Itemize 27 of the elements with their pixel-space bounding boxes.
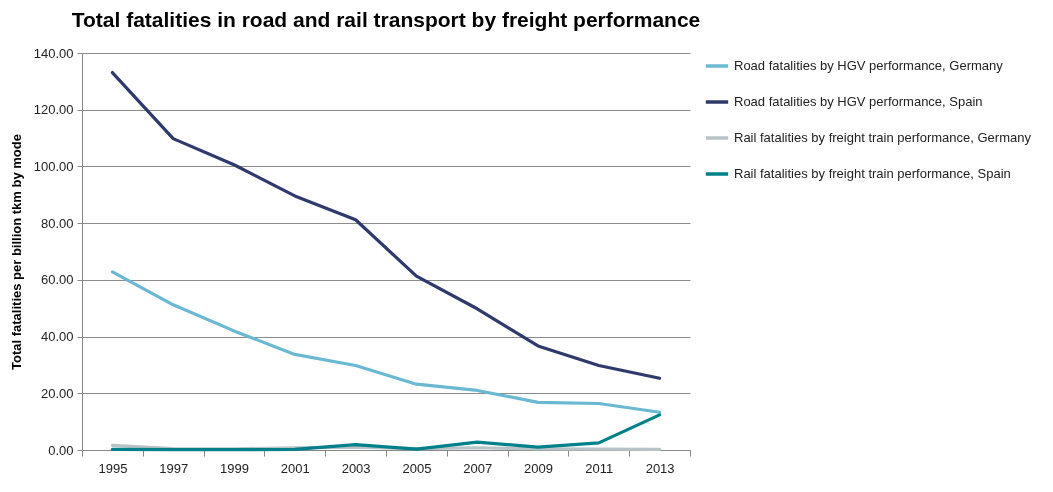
legend-label: Rail fatalities by freight train performance, Spain (734, 166, 1011, 181)
x-tick-label: 1999 (220, 460, 249, 476)
y-tick-label: 0.00 (48, 442, 74, 458)
line-series (110, 70, 662, 380)
x-tick-label: 2011 (585, 460, 614, 476)
y-tick-label: 40.00 (40, 329, 74, 345)
chart-title: Total fatalities in road and rail transport by freight performance (71, 8, 701, 31)
x-tick-label: 2013 (645, 460, 675, 476)
y-axis-title: Total fatalities per billion tkm by mode (8, 134, 24, 370)
y-tick-label: 140.00 (33, 45, 74, 61)
y-tick-label: 80.00 (40, 215, 74, 231)
line-series (110, 413, 662, 452)
y-tick-label: 20.00 (40, 385, 74, 401)
legend-label: Road fatalities by HGV performance, Spain (734, 94, 983, 109)
x-tick-label: 1995 (98, 460, 128, 476)
line-series (110, 270, 662, 414)
x-tick-label: 2001 (280, 460, 310, 476)
legend-label: Road fatalities by HGV performance, Germany (734, 58, 1004, 73)
x-tick-label: 1997 (159, 460, 189, 476)
y-tick-label: 120.00 (33, 102, 74, 118)
x-tick-label: 2007 (463, 460, 493, 476)
y-tick-label: 100.00 (33, 158, 74, 174)
legend-label: Rail fatalities by freight train performance, Germany (734, 130, 1032, 145)
x-tick-label: 2005 (402, 460, 432, 476)
y-tick-label: 60.00 (40, 272, 74, 288)
x-tick-label: 2009 (524, 460, 553, 476)
x-tick-label: 2003 (341, 460, 371, 476)
